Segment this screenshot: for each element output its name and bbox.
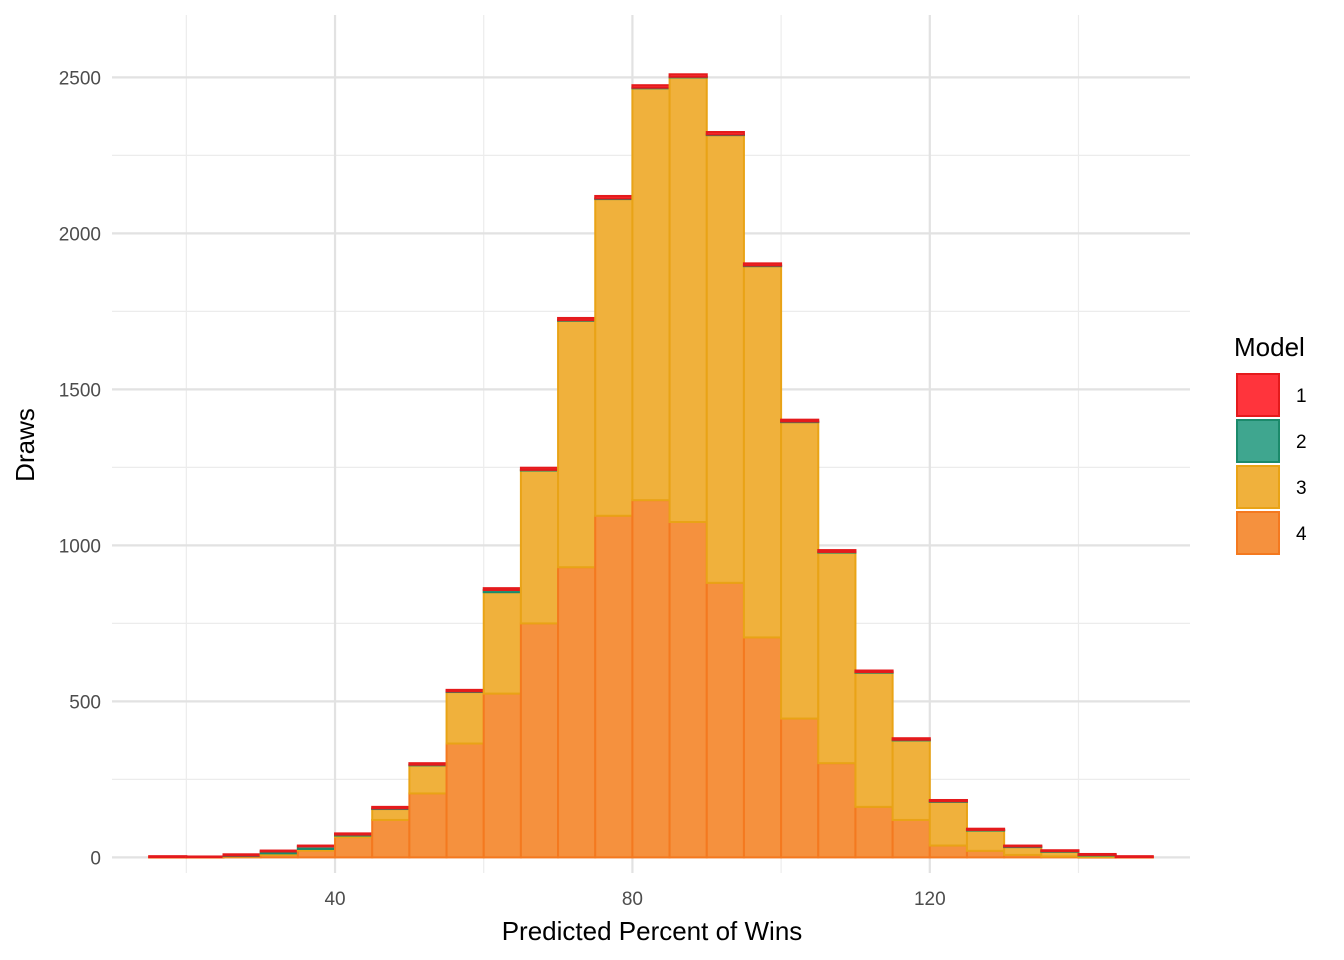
bar-model-4 xyxy=(557,566,597,859)
legend-swatch-4 xyxy=(1236,511,1280,555)
bar-model-3 xyxy=(854,671,894,808)
bar-model-1 xyxy=(148,855,188,859)
bar-model-3 xyxy=(891,739,931,821)
bar-model-1 xyxy=(259,849,299,853)
legend-title: Model xyxy=(1234,332,1305,362)
bar-model-4 xyxy=(928,844,968,859)
bar-model-1 xyxy=(817,549,857,553)
legend-swatch-1 xyxy=(1236,373,1280,417)
bar-model-3 xyxy=(668,76,708,524)
bar-model-1 xyxy=(631,84,671,89)
x-tick-label: 80 xyxy=(622,889,643,910)
bar-model-1 xyxy=(1077,852,1117,856)
y-axis-tick-labels: 0 500 1000 1500 2000 2500 xyxy=(59,68,101,869)
bar-model-4 xyxy=(594,514,634,859)
bar-model-4 xyxy=(296,849,337,859)
bar-model-1 xyxy=(296,844,337,848)
bar-model-1 xyxy=(557,316,597,322)
bar-model-4 xyxy=(334,836,374,859)
x-axis-title: Predicted Percent of Wins xyxy=(502,916,803,946)
bar-model-4 xyxy=(705,581,745,859)
bar-model-3 xyxy=(371,808,411,821)
x-axis-tick-labels: 40 80 120 xyxy=(324,889,945,910)
bar-model-1 xyxy=(519,466,560,471)
bar-model-1 xyxy=(482,587,522,592)
y-tick-label: 0 xyxy=(90,848,101,869)
bar-model-1 xyxy=(408,762,448,766)
bar-model-4 xyxy=(742,636,783,859)
x-tick-label: 120 xyxy=(914,889,946,910)
bar-model-3 xyxy=(928,800,968,847)
bar-model-1 xyxy=(1114,855,1154,859)
bar-model-4 xyxy=(519,622,560,859)
bar-model-3 xyxy=(742,265,783,639)
bar-model-1 xyxy=(371,805,411,810)
y-axis-title: Draws xyxy=(10,408,40,482)
legend-label-4: 4 xyxy=(1296,524,1307,545)
bar-model-1 xyxy=(705,131,745,136)
bar-model-4 xyxy=(371,818,411,859)
legend-label-1: 1 xyxy=(1296,386,1307,407)
y-tick-label: 1500 xyxy=(59,380,101,401)
bar-model-1 xyxy=(854,669,894,674)
bar-model-4 xyxy=(780,717,820,859)
bar-model-1 xyxy=(1040,849,1080,853)
bar-model-1 xyxy=(668,73,708,78)
bar-model-3 xyxy=(965,829,1006,852)
bar-model-1 xyxy=(185,855,225,859)
bar-model-1 xyxy=(928,798,968,803)
bar-model-4 xyxy=(817,762,857,859)
x-tick-label: 40 xyxy=(324,889,345,910)
bar-model-1 xyxy=(594,194,634,200)
bar-model-3 xyxy=(408,764,448,795)
bar-model-4 xyxy=(408,792,448,859)
bar-model-3 xyxy=(705,134,745,584)
y-tick-label: 2000 xyxy=(59,224,101,245)
y-tick-label: 500 xyxy=(69,692,101,713)
legend-swatch-3 xyxy=(1236,465,1280,509)
histogram-bars xyxy=(148,73,1154,859)
y-tick-label: 2500 xyxy=(59,68,101,89)
legend-swatch-2 xyxy=(1236,419,1280,463)
bar-model-4 xyxy=(445,742,485,859)
bar-model-3 xyxy=(817,551,857,765)
bar-model-3 xyxy=(594,198,634,517)
bar-model-3 xyxy=(631,87,671,502)
bar-model-3 xyxy=(1003,846,1043,856)
legend-label-3: 3 xyxy=(1296,478,1307,499)
bar-model-1 xyxy=(742,262,783,267)
bar-model-4 xyxy=(891,818,931,859)
bar-model-1 xyxy=(334,832,374,836)
bar-model-4 xyxy=(854,805,894,859)
bar-model-3 xyxy=(780,421,820,720)
bar-model-4 xyxy=(482,692,522,859)
bar-model-3 xyxy=(557,319,597,569)
bar-model-3 xyxy=(519,469,560,625)
bar-model-1 xyxy=(965,827,1006,831)
legend: Model 1 2 3 4 xyxy=(1234,332,1307,555)
bar-model-4 xyxy=(631,499,671,859)
bar-model-1 xyxy=(445,688,485,693)
bar-model-1 xyxy=(891,737,931,741)
y-tick-label: 1000 xyxy=(59,536,101,557)
bar-model-1 xyxy=(222,853,262,857)
bar-model-4 xyxy=(668,521,708,859)
bar-model-3 xyxy=(445,691,485,745)
legend-label-2: 2 xyxy=(1296,432,1307,453)
bar-model-1 xyxy=(780,418,820,423)
bar-model-1 xyxy=(1003,844,1043,848)
bar-model-3 xyxy=(482,591,522,695)
